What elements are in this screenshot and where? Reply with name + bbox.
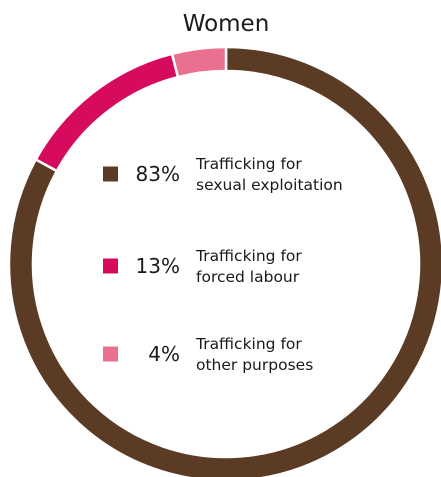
data-label-2: 13% [136, 254, 180, 278]
legend-swatch-1 [103, 166, 118, 182]
data-label-1: 83% [136, 162, 180, 186]
legend-label-1-line-2: sexual exploitation [196, 176, 343, 194]
data-label-3: 4% [148, 342, 180, 366]
legend-label-3-line-2: other purposes [196, 356, 313, 374]
legend-swatch-2 [103, 258, 118, 274]
legend-swatch-3 [103, 346, 118, 362]
donut-slices [7, 45, 441, 477]
chart-title: Women [183, 11, 270, 37]
legend-label-2-line-2: forced labour [196, 268, 300, 286]
legend: 83% Trafficking for sexual exploitation 13%… [103, 155, 343, 374]
donut-slice-2 [34, 52, 180, 173]
legend-label-2-line-1: Trafficking for [195, 247, 302, 265]
legend-label-3-line-1: Trafficking for [195, 335, 302, 353]
legend-label-1-line-1: Trafficking for [195, 155, 302, 173]
donut-slice-3 [170, 45, 228, 79]
donut-slice-1 [7, 45, 441, 477]
